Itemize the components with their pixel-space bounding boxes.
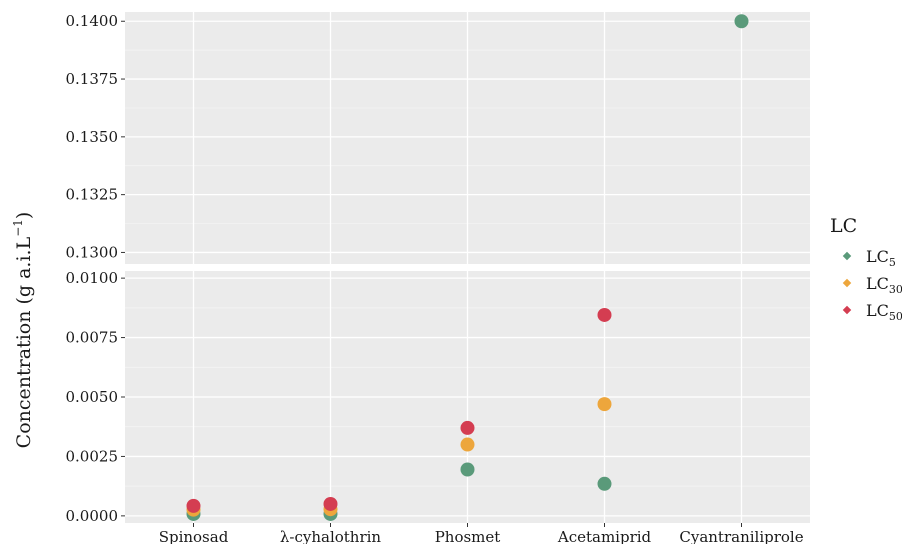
data-points [186,14,749,521]
x-tick-label: Cyantraniliprole [679,528,803,544]
y-tick-label: 0.1400 [66,12,119,30]
y-axis-label: Concentration (g a.i.L−1) [11,212,35,449]
legend-title: LC [830,215,857,237]
y-tick-label: 0.1375 [66,70,119,88]
y-tick-label: 0.1300 [66,243,119,261]
legend-key-lc30 [842,278,852,288]
point-lc5 [734,14,749,29]
legend-label-lc5: LC5 [866,247,896,269]
point-lc50 [186,498,201,513]
y-tick-label: 0.0050 [66,388,119,406]
point-lc50 [323,496,338,511]
y-tick-label: 0.1350 [66,128,119,146]
legend: LC LC5 LC30 LC50 [830,215,902,323]
point-lc50 [460,420,475,435]
y-tick-label: 0.0025 [66,447,119,465]
x-tick-label: Acetamiprid [557,528,652,544]
y-tick-label: 0.0075 [66,329,119,347]
point-lc5 [597,476,612,491]
y-axis-ticks: 0.1300 0.1325 0.1350 0.1375 0.1400 0.0000 0.00… [66,12,125,525]
y-tick-label: 0.1325 [66,186,119,204]
x-tick-label: λ-cyhalothrin [280,528,382,544]
legend-key-lc5 [842,251,852,261]
gridlines [125,12,810,523]
legend-key-lc50 [842,305,852,315]
x-axis-ticks: Spinosad λ-cyhalothrin Phosmet Acetamiprid C… [159,523,804,544]
point-lc30 [460,437,475,452]
legend-label-lc50: LC50 [866,301,902,323]
y-axis-label-superscript: −1 [11,219,25,237]
point-lc50 [597,307,612,322]
x-tick-label: Spinosad [159,528,229,544]
y-tick-label: 0.0100 [66,269,119,287]
point-lc5 [460,462,475,477]
point-lc30 [597,397,612,412]
legend-label-lc30: LC30 [866,274,902,296]
y-tick-label: 0.0000 [66,507,119,525]
x-tick-label: Phosmet [435,528,501,544]
